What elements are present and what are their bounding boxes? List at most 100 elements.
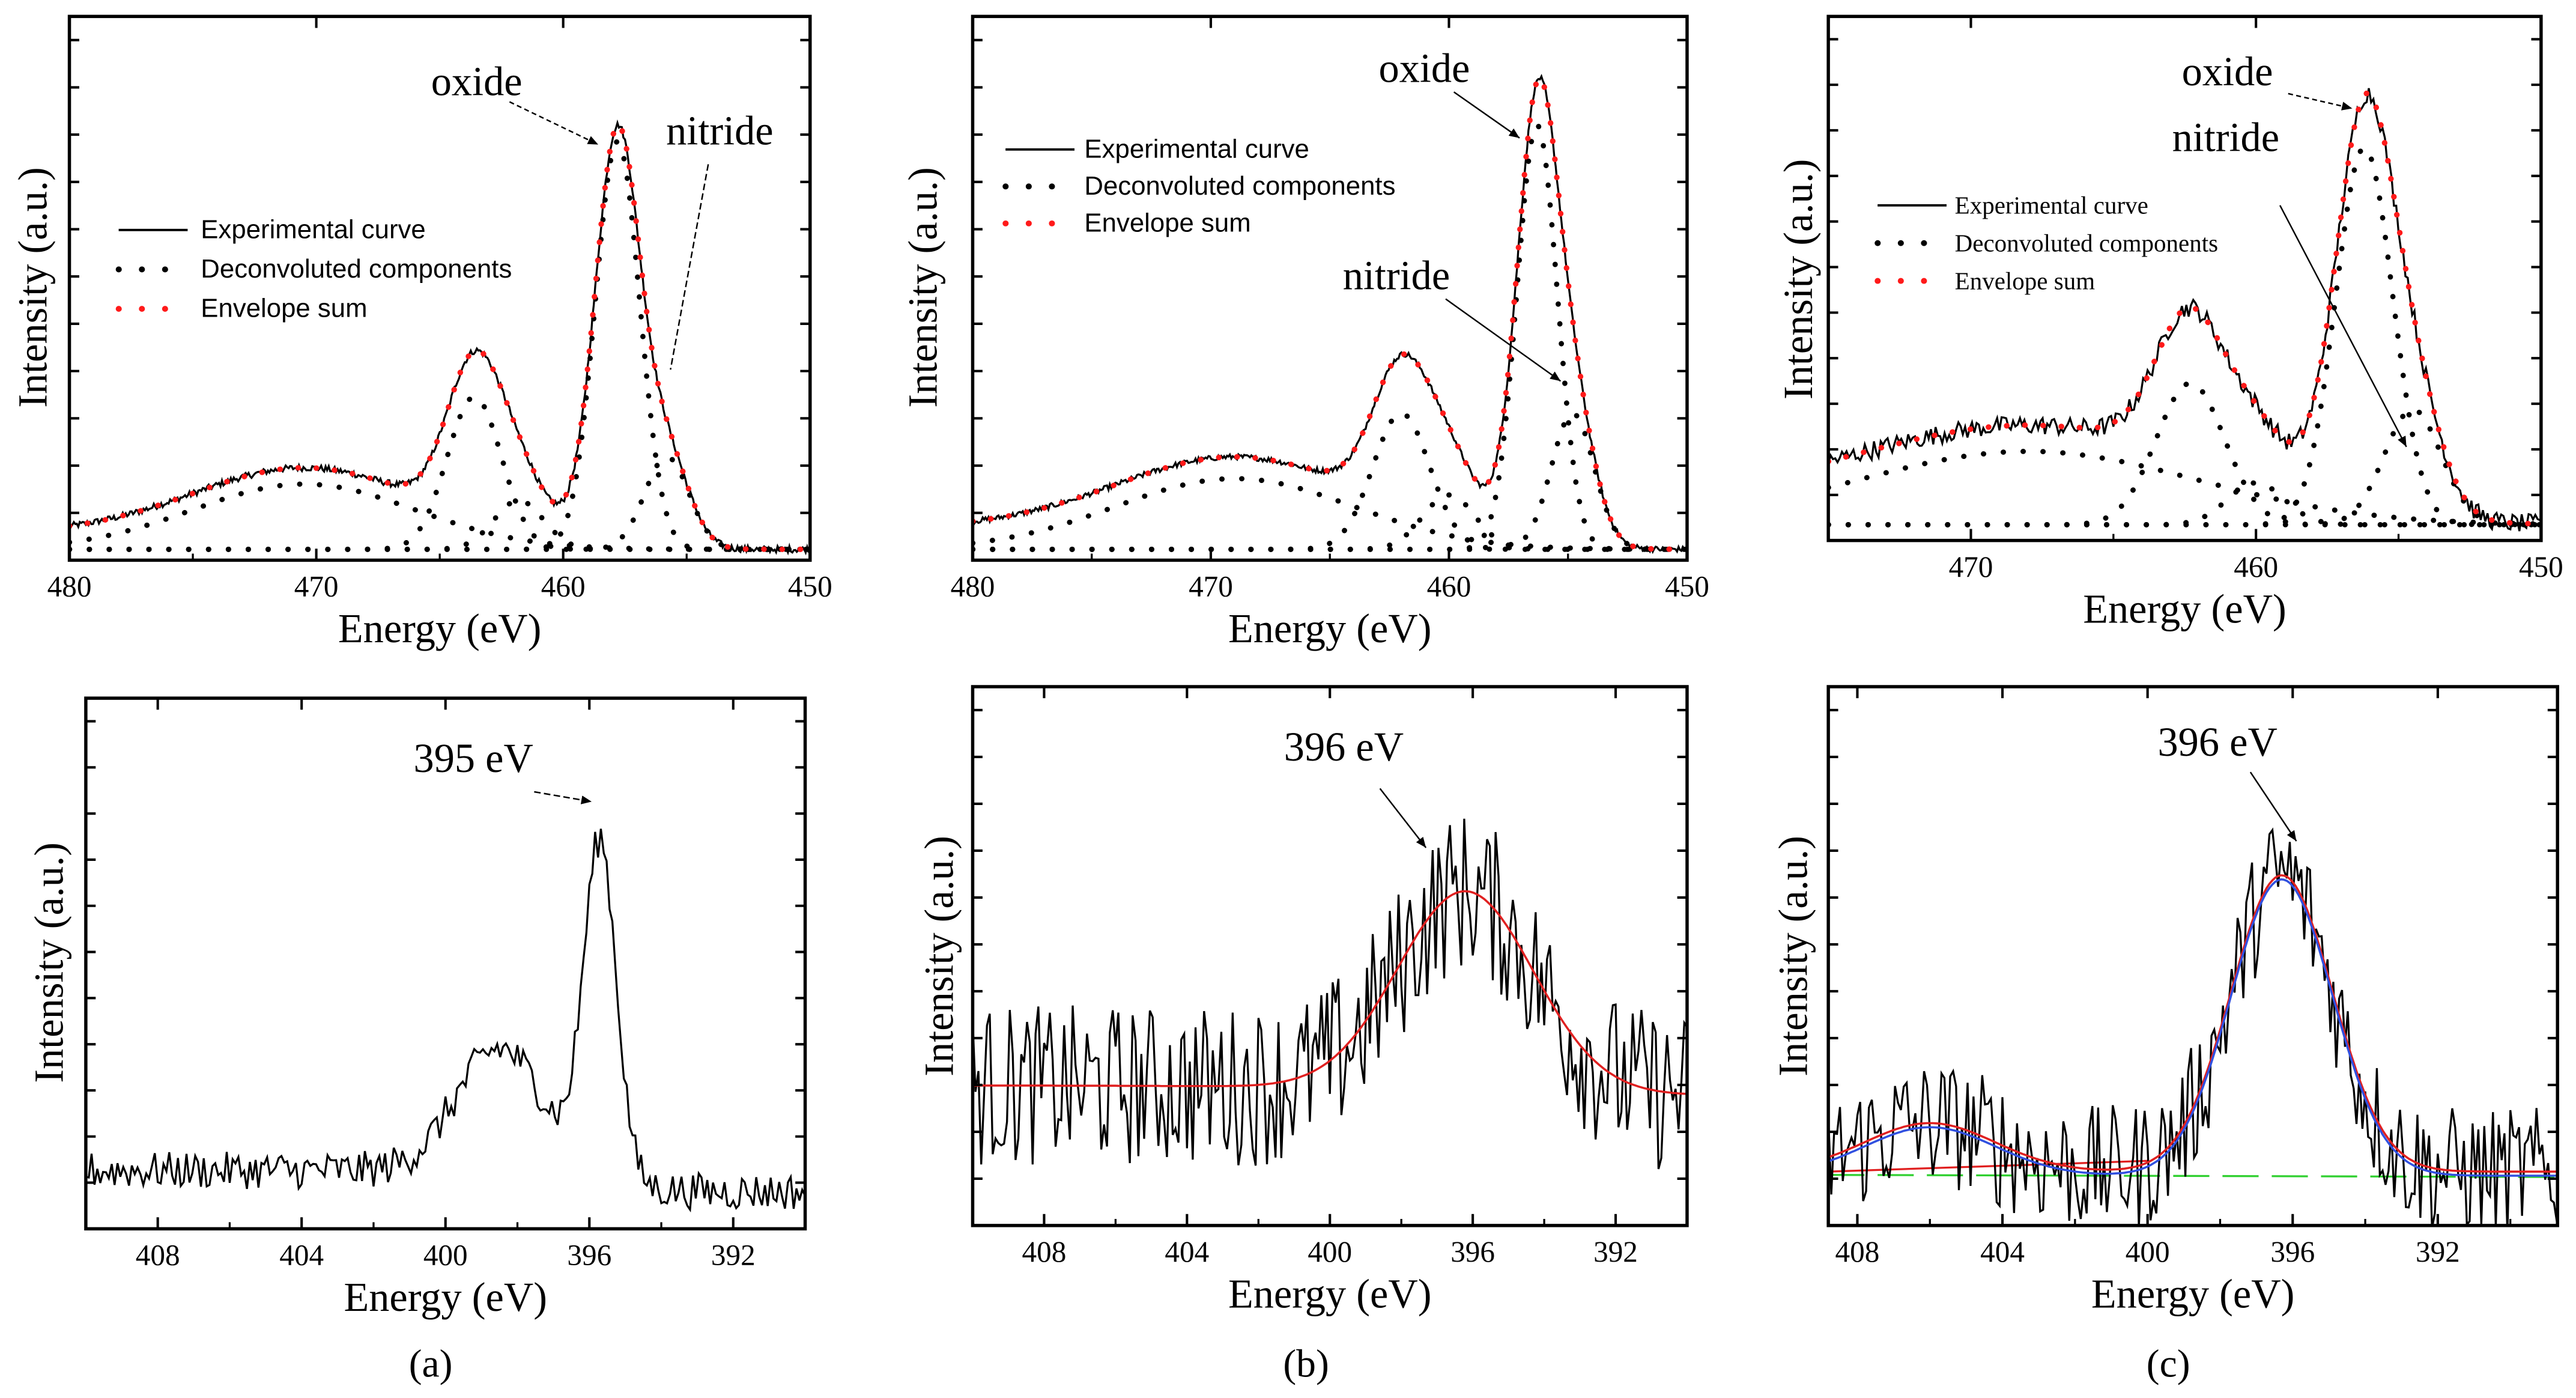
chart-panel-b-top: 480 470 460 450 Energy (eV) Intensity (a.u.) o… — [900, 14, 1709, 651]
deconvoluted-component-1 — [69, 394, 810, 552]
fit-line-fit — [972, 890, 1687, 1095]
legend-label: Experimental curve — [201, 214, 425, 244]
y-axis-label: Intensity (a.u.) — [1775, 159, 1821, 400]
plot-area — [1828, 88, 2541, 532]
x-axis-label: Energy (eV) — [2091, 1271, 2294, 1317]
y-axis-label: Intensity (a.u.) — [26, 842, 72, 1083]
plot-frame — [971, 14, 1689, 562]
legend-label: Experimental curve — [1084, 135, 1309, 164]
legend: Experimental curve Deconvoluted component… — [1874, 191, 2218, 294]
annotation-arrow — [670, 164, 709, 370]
legend-label: Deconvoluted components — [201, 254, 512, 284]
plot-area — [972, 73, 1687, 555]
legend-label: Envelope sum — [1084, 208, 1250, 238]
x-tick-label: 392 — [711, 1239, 756, 1272]
annotation-label: oxide — [2182, 49, 2273, 94]
annotation-arrow — [509, 101, 599, 145]
x-tick-label: 408 — [136, 1239, 180, 1272]
x-tick-label: 480 — [951, 570, 995, 603]
x-tick-label: 404 — [279, 1239, 324, 1272]
experimental-curve — [972, 818, 1687, 1170]
chart-panel-c-bottom: 408 404 400 396 392 Energy (eV) Intensity (a.u… — [1771, 685, 2559, 1317]
legend-label: Envelope sum — [201, 294, 367, 323]
x-axis-label: Energy (eV) — [344, 1274, 547, 1320]
chart-panel-b-bottom: 408 404 400 396 392 Energy (eV) Intensity (a.u… — [917, 685, 1689, 1317]
legend: Experimental curve Deconvoluted component… — [1002, 135, 1395, 238]
x-tick-label: 470 — [294, 570, 339, 603]
x-tick-label: 396 — [2270, 1235, 2315, 1268]
deconvoluted-component-4 — [1828, 407, 2541, 527]
legend-label: Deconvoluted components — [1955, 229, 2218, 257]
deconvoluted-component-1 — [972, 410, 1687, 552]
x-tick-label: 470 — [1949, 550, 1993, 583]
envelope-sum — [972, 74, 1687, 552]
legend: Experimental curve Deconvoluted component… — [115, 214, 512, 323]
deconvoluted-component-2 — [69, 497, 810, 552]
y-axis-label: Intensity (a.u.) — [10, 167, 55, 408]
envelope-sum — [69, 122, 810, 553]
annotation-arrow — [1379, 788, 1427, 848]
panel-label: (b) — [1283, 1342, 1329, 1385]
annotation-label: 396 eV — [1284, 724, 1404, 770]
plot-area — [972, 818, 1687, 1170]
x-tick-label: 408 — [1022, 1235, 1067, 1268]
x-axis-label: Energy (eV) — [2083, 586, 2287, 631]
annotation-label: 396 eV — [2158, 719, 2277, 765]
deconvoluted-component-0 — [972, 476, 1687, 552]
x-tick-label: 396 — [1450, 1235, 1495, 1268]
chart-panel-c-top: 470 460 450 Energy (eV) Intensity (a.u.) oxid… — [1775, 14, 2563, 631]
x-tick-label: 460 — [2234, 550, 2278, 583]
x-tick-label: 400 — [1308, 1235, 1352, 1268]
experimental-curve — [69, 119, 810, 556]
x-tick-label: 396 — [567, 1239, 611, 1272]
x-tick-label: 460 — [1427, 570, 1471, 603]
x-axis-label: Energy (eV) — [1228, 1271, 1432, 1317]
x-tick-label: 450 — [788, 570, 832, 603]
annotation-arrow — [534, 791, 592, 804]
experimental-curve — [972, 73, 1687, 555]
panel-label: (a) — [409, 1342, 453, 1385]
x-tick-label: 450 — [2519, 550, 2563, 583]
annotation-arrow — [2279, 205, 2407, 448]
x-tick-label: 404 — [1980, 1235, 2025, 1268]
y-axis-label: Intensity (a.u.) — [1771, 836, 1816, 1077]
chart-panel-a-top: 480 470 460 450 Energy (eV) Intensity (a.u.) o… — [10, 14, 832, 651]
deconvoluted-component-3 — [69, 138, 810, 552]
x-tick-label: 460 — [541, 570, 586, 603]
x-axis-label: Energy (eV) — [1228, 606, 1432, 651]
deconvoluted-component-4 — [972, 410, 1687, 552]
annotation-arrow — [2288, 93, 2353, 111]
x-axis-label: Energy (eV) — [338, 606, 542, 651]
annotation-label: 395 eV — [414, 735, 533, 781]
deconvoluted-component-0 — [69, 481, 810, 552]
experimental-curve — [1828, 827, 2558, 1226]
experimental-curve — [85, 828, 805, 1213]
deconvoluted-component-4 — [69, 454, 810, 552]
plot-area — [69, 119, 810, 556]
fit-line-fit — [1828, 874, 2557, 1173]
x-tick-label: 480 — [47, 570, 92, 603]
x-tick-label: 404 — [1165, 1235, 1209, 1268]
annotation-label: oxide — [431, 59, 523, 105]
annotation-arrow — [1445, 298, 1562, 382]
plot-frame — [1826, 685, 2559, 1227]
x-tick-label: 392 — [1593, 1235, 1638, 1268]
legend-label: Experimental curve — [1955, 191, 2148, 219]
annotation-label: nitride — [1343, 252, 1450, 298]
annotation-label: nitride — [666, 108, 773, 154]
plot-area — [1828, 827, 2558, 1226]
plot-frame — [1826, 14, 2543, 542]
y-axis-label: Intensity (a.u.) — [900, 167, 945, 408]
deconvoluted-component-0 — [1828, 449, 2541, 527]
x-tick-label: 470 — [1189, 570, 1233, 603]
annotation-arrow — [2249, 771, 2297, 842]
legend-label: Deconvoluted components — [1084, 171, 1395, 201]
legend-label: Envelope sum — [1955, 267, 2096, 294]
panel-label: (c) — [2147, 1342, 2190, 1385]
x-tick-label: 450 — [1665, 570, 1709, 603]
annotation-label: nitride — [2172, 115, 2279, 160]
deconvoluted-component-3 — [1828, 144, 2541, 527]
x-tick-label: 392 — [2416, 1235, 2460, 1268]
x-tick-label: 400 — [2126, 1235, 2170, 1268]
